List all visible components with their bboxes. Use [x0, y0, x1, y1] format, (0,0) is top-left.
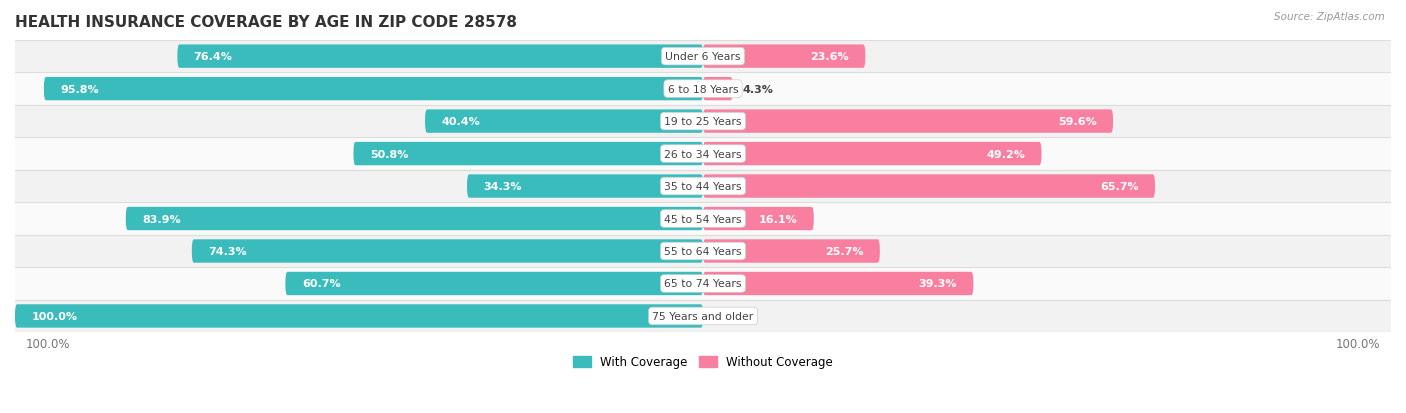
Text: Source: ZipAtlas.com: Source: ZipAtlas.com — [1274, 12, 1385, 22]
FancyBboxPatch shape — [191, 240, 703, 263]
Bar — [15, 235, 1391, 268]
Text: 34.3%: 34.3% — [484, 182, 522, 192]
Text: 45 to 54 Years: 45 to 54 Years — [664, 214, 742, 224]
FancyBboxPatch shape — [425, 110, 703, 133]
Text: 60.7%: 60.7% — [302, 279, 340, 289]
FancyBboxPatch shape — [467, 175, 703, 198]
FancyBboxPatch shape — [353, 142, 703, 166]
Text: 4.3%: 4.3% — [742, 84, 773, 95]
Legend: With Coverage, Without Coverage: With Coverage, Without Coverage — [568, 351, 838, 373]
Text: 74.3%: 74.3% — [208, 247, 247, 256]
FancyBboxPatch shape — [703, 272, 973, 295]
FancyBboxPatch shape — [703, 142, 1042, 166]
FancyBboxPatch shape — [15, 304, 703, 328]
Text: 59.6%: 59.6% — [1057, 117, 1097, 127]
Bar — [15, 203, 1391, 235]
Text: 65.7%: 65.7% — [1099, 182, 1139, 192]
Text: 40.4%: 40.4% — [441, 117, 481, 127]
FancyBboxPatch shape — [703, 207, 814, 230]
Text: 19 to 25 Years: 19 to 25 Years — [664, 117, 742, 127]
FancyBboxPatch shape — [44, 78, 703, 101]
Bar — [15, 268, 1391, 300]
Text: 50.8%: 50.8% — [370, 149, 408, 159]
Bar — [15, 106, 1391, 138]
FancyBboxPatch shape — [703, 45, 865, 69]
Bar — [15, 41, 1391, 73]
Text: 35 to 44 Years: 35 to 44 Years — [664, 182, 742, 192]
FancyBboxPatch shape — [177, 45, 703, 69]
FancyBboxPatch shape — [703, 110, 1114, 133]
FancyBboxPatch shape — [703, 240, 880, 263]
Bar — [15, 300, 1391, 332]
Text: 0.0%: 0.0% — [713, 311, 744, 321]
Text: 49.2%: 49.2% — [986, 149, 1025, 159]
Text: 16.1%: 16.1% — [759, 214, 797, 224]
Text: 25.7%: 25.7% — [825, 247, 863, 256]
Text: HEALTH INSURANCE COVERAGE BY AGE IN ZIP CODE 28578: HEALTH INSURANCE COVERAGE BY AGE IN ZIP … — [15, 15, 517, 30]
Text: 39.3%: 39.3% — [918, 279, 957, 289]
Bar — [15, 171, 1391, 203]
FancyBboxPatch shape — [703, 175, 1154, 198]
FancyBboxPatch shape — [703, 78, 733, 101]
Text: 100.0%: 100.0% — [31, 311, 77, 321]
Text: 65 to 74 Years: 65 to 74 Years — [664, 279, 742, 289]
FancyBboxPatch shape — [285, 272, 703, 295]
Text: 55 to 64 Years: 55 to 64 Years — [664, 247, 742, 256]
Text: Under 6 Years: Under 6 Years — [665, 52, 741, 62]
Bar — [15, 138, 1391, 171]
Bar — [15, 73, 1391, 106]
Text: 26 to 34 Years: 26 to 34 Years — [664, 149, 742, 159]
Text: 6 to 18 Years: 6 to 18 Years — [668, 84, 738, 95]
Text: 75 Years and older: 75 Years and older — [652, 311, 754, 321]
Text: 76.4%: 76.4% — [194, 52, 232, 62]
FancyBboxPatch shape — [125, 207, 703, 230]
Text: 95.8%: 95.8% — [60, 84, 98, 95]
Text: 83.9%: 83.9% — [142, 214, 181, 224]
Text: 23.6%: 23.6% — [810, 52, 849, 62]
